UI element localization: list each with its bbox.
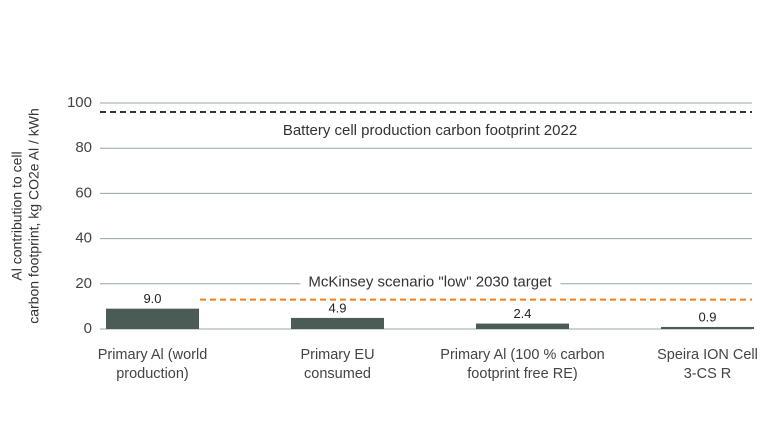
y-axis-label: Al contribution to cell [9, 151, 25, 280]
y-tick-label: 40 [75, 230, 92, 247]
y-tick-label: 20 [75, 275, 92, 292]
bar [106, 308, 199, 329]
x-tick-label: consumed [304, 366, 371, 382]
label-background [274, 121, 586, 141]
y-tick-label: 60 [75, 184, 92, 201]
y-tick-label: 80 [75, 139, 92, 156]
bar [291, 317, 384, 329]
y-tick-label: 0 [84, 320, 92, 337]
value-label: 0.9 [698, 309, 716, 324]
x-tick-label: production) [116, 366, 189, 382]
reference-label: Battery cell production carbon footprint… [283, 122, 577, 139]
x-tick-label: Speira ION Cell [657, 347, 758, 363]
reference-label: McKinsey scenario "low" 2030 target [308, 274, 552, 291]
x-tick-label: Primary Al (world [98, 347, 208, 363]
bar [661, 326, 754, 329]
value-label: 4.9 [328, 300, 346, 315]
x-tick-label: Primary EU [300, 347, 374, 363]
bar [476, 323, 569, 329]
x-tick-label: 3-CS R [684, 366, 732, 382]
x-tick-label: footprint free RE) [467, 366, 577, 382]
x-tick-label: Primary Al (100 % carbon [440, 347, 604, 363]
label-background [300, 272, 561, 292]
value-label: 9.0 [143, 291, 161, 306]
y-axis-label: carbon footprint, kg CO2e Al / kWh [26, 108, 42, 324]
y-tick-label: 100 [67, 94, 92, 111]
value-label: 2.4 [513, 306, 531, 321]
